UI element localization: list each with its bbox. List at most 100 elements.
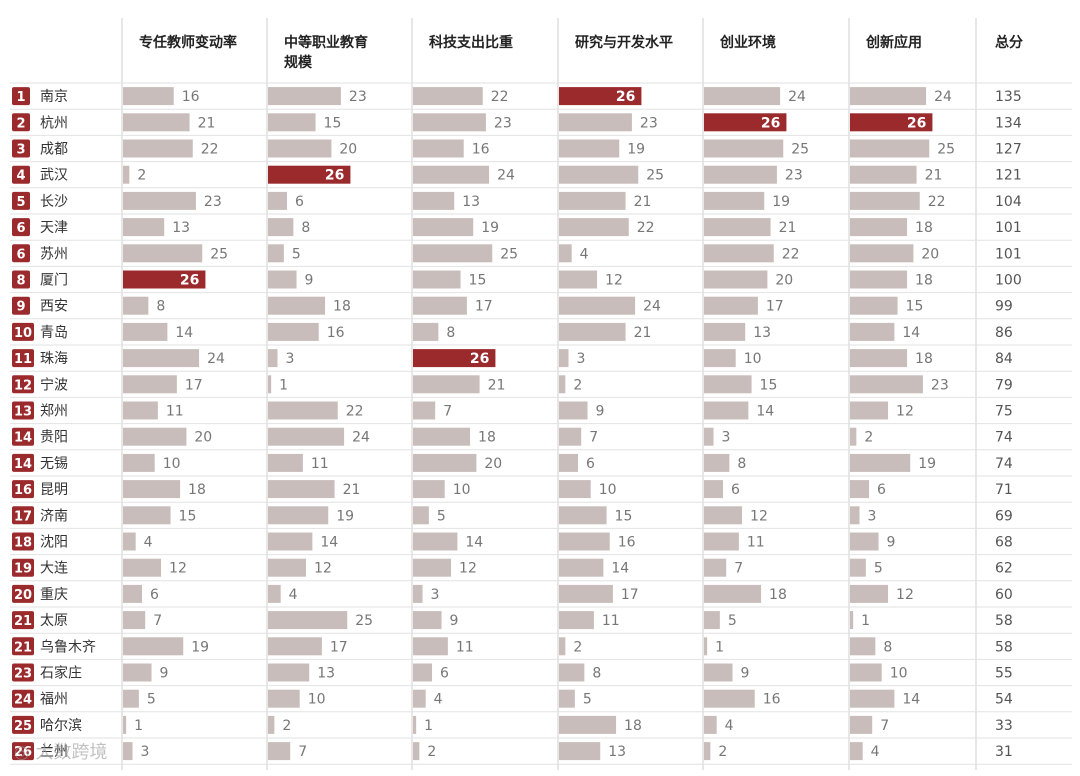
value-label: 9 (450, 613, 459, 629)
value-label: 1 (424, 718, 433, 734)
value-label: 1 (861, 613, 870, 629)
bar (123, 584, 143, 603)
rank-badge (12, 165, 30, 184)
value-label: 18 (915, 273, 933, 289)
value-label: 20 (484, 456, 502, 472)
value-label: 8 (446, 325, 455, 341)
bar (850, 218, 908, 237)
total-value: 55 (995, 666, 1013, 682)
value-label: 25 (500, 246, 518, 262)
value-label: 7 (734, 561, 743, 577)
value-label: 2 (718, 744, 727, 760)
value-label: 23 (349, 89, 367, 105)
value-label: 7 (153, 613, 162, 629)
bar (413, 532, 458, 551)
bar (123, 558, 162, 577)
value-label: 19 (918, 456, 936, 472)
value-label: 24 (934, 89, 952, 105)
bar (850, 270, 908, 289)
bar (413, 401, 436, 420)
value-label: 21 (634, 194, 652, 210)
rank-badge (12, 270, 30, 289)
rank-label: 14 (14, 457, 32, 472)
total-value: 54 (995, 692, 1013, 708)
bar (413, 584, 423, 603)
bar (123, 349, 200, 368)
city-label: 宁波 (40, 376, 68, 393)
bar (268, 191, 288, 210)
bar (413, 715, 417, 734)
bar (413, 218, 474, 237)
rank-label: 21 (14, 640, 32, 655)
value-label: 1 (279, 377, 288, 393)
value-label: 14 (465, 535, 483, 551)
bar (850, 663, 882, 682)
bar (123, 480, 181, 499)
total-value: 68 (995, 535, 1013, 551)
rank-label: 17 (14, 509, 32, 524)
bar (704, 689, 755, 708)
value-label: 15 (179, 508, 197, 524)
rank-label: 21 (14, 614, 32, 629)
city-label: 哈尔滨 (40, 718, 82, 734)
bar (704, 244, 774, 263)
bar (123, 375, 177, 394)
bar (704, 584, 762, 603)
value-label: 24 (207, 351, 225, 367)
total-value: 33 (995, 718, 1013, 734)
value-label: 16 (327, 325, 345, 341)
bar (850, 244, 914, 263)
value-label: 18 (624, 718, 642, 734)
city-label: 珠海 (40, 351, 68, 367)
city-label: 郑州 (40, 404, 68, 420)
total-value: 99 (995, 299, 1013, 315)
value-label: 14 (902, 692, 920, 708)
bar (123, 296, 149, 315)
value-label: 5 (583, 692, 592, 708)
bar (704, 532, 739, 551)
value-label: 3 (868, 508, 877, 524)
value-label: 10 (163, 456, 181, 472)
rank-label: 4 (16, 169, 25, 184)
rank-badge (12, 322, 34, 341)
value-label: 17 (475, 299, 493, 315)
rank-label: 20 (14, 588, 32, 603)
city-label: 乌鲁木齐 (40, 639, 96, 655)
value-label: 12 (896, 587, 914, 603)
value-label: 4 (434, 692, 443, 708)
rank-badge (12, 663, 34, 682)
value-label: 11 (602, 613, 620, 629)
value-label: 18 (333, 299, 351, 315)
value-label: 25 (646, 168, 664, 184)
value-label: 6 (440, 666, 449, 682)
value-label: 10 (599, 482, 617, 498)
total-value: 58 (995, 613, 1013, 629)
value-label: 9 (887, 535, 896, 551)
value-label: 8 (883, 639, 892, 655)
value-label: 25 (355, 613, 373, 629)
bar (268, 742, 291, 761)
value-label: 16 (763, 692, 781, 708)
value-label: 14 (175, 325, 193, 341)
value-label: 12 (169, 561, 187, 577)
rank-badge (12, 375, 34, 394)
rank-badge (12, 401, 34, 420)
value-label: 18 (915, 220, 933, 236)
bar (850, 87, 927, 106)
bar (850, 453, 911, 472)
value-label: 1 (715, 639, 724, 655)
value-label: 24 (788, 89, 806, 105)
value-label: 16 (182, 89, 200, 105)
bar (268, 453, 303, 472)
value-label: 21 (634, 325, 652, 341)
bar (413, 244, 493, 263)
bar (559, 296, 636, 315)
value-label: 14 (611, 561, 629, 577)
bar-highlight (850, 113, 933, 132)
bar (704, 611, 720, 630)
column-header: 规模 (284, 54, 313, 71)
rank-badge (12, 139, 30, 158)
bar (559, 270, 598, 289)
rank-label: 5 (16, 195, 25, 210)
value-label: 22 (782, 246, 800, 262)
